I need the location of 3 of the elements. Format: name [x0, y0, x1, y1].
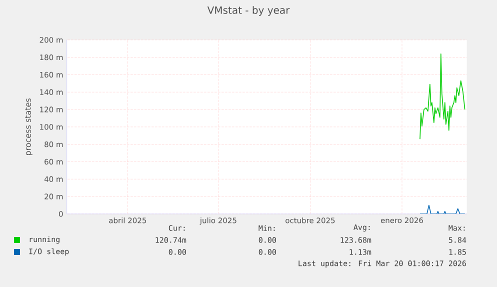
y-axis-title: process states [25, 98, 32, 156]
chart-title: VMstat - by year [207, 6, 290, 16]
line-series [420, 53, 466, 140]
